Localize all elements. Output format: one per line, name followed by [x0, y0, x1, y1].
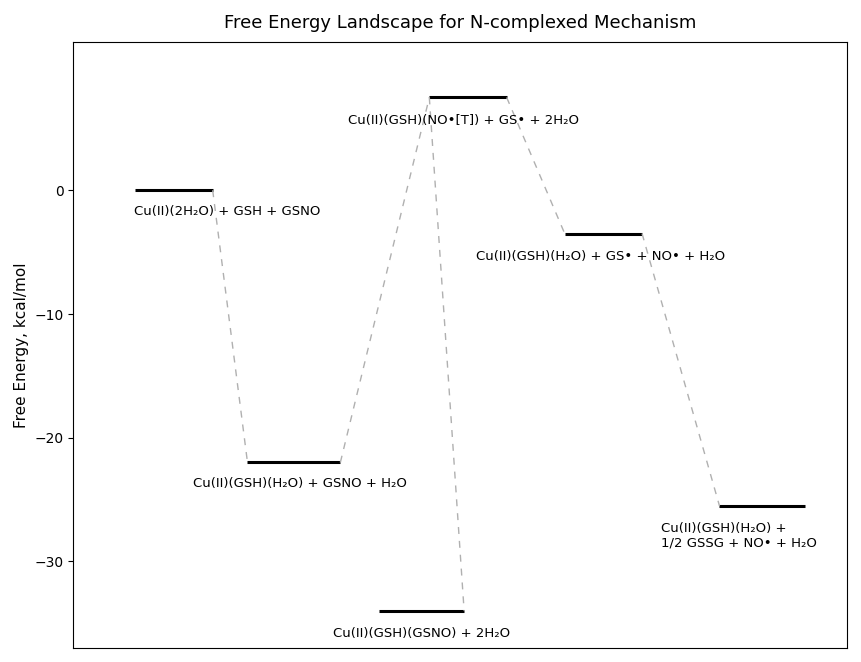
Text: Cu(II)(GSH)(H₂O) + GS• + NO• + H₂O: Cu(II)(GSH)(H₂O) + GS• + NO• + H₂O: [476, 250, 725, 263]
Text: Cu(II)(GSH)(H₂O) + GSNO + H₂O: Cu(II)(GSH)(H₂O) + GSNO + H₂O: [194, 477, 407, 491]
Text: Cu(II)(2H₂O) + GSH + GSNO: Cu(II)(2H₂O) + GSH + GSNO: [133, 205, 320, 218]
Text: Cu(II)(GSH)(GSNO) + 2H₂O: Cu(II)(GSH)(GSNO) + 2H₂O: [332, 627, 510, 640]
Title: Free Energy Landscape for N-complexed Mechanism: Free Energy Landscape for N-complexed Me…: [224, 14, 697, 32]
Y-axis label: Free Energy, kcal/mol: Free Energy, kcal/mol: [14, 262, 29, 428]
Text: Cu(II)(GSH)(NO•[T]) + GS• + 2H₂O: Cu(II)(GSH)(NO•[T]) + GS• + 2H₂O: [348, 114, 579, 126]
Text: Cu(II)(GSH)(H₂O) +
1/2 GSSG + NO• + H₂O: Cu(II)(GSH)(H₂O) + 1/2 GSSG + NO• + H₂O: [661, 522, 817, 550]
